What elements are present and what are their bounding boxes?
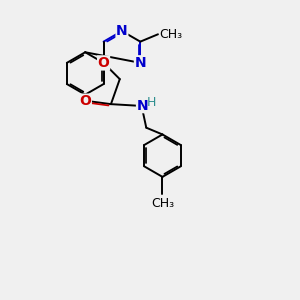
Text: O: O: [80, 94, 91, 108]
Text: N: N: [134, 56, 146, 70]
Text: N: N: [116, 24, 128, 38]
Text: H: H: [147, 96, 157, 109]
Text: CH₃: CH₃: [151, 197, 174, 210]
Text: O: O: [98, 56, 110, 70]
Text: CH₃: CH₃: [159, 28, 183, 41]
Text: N: N: [136, 99, 148, 112]
